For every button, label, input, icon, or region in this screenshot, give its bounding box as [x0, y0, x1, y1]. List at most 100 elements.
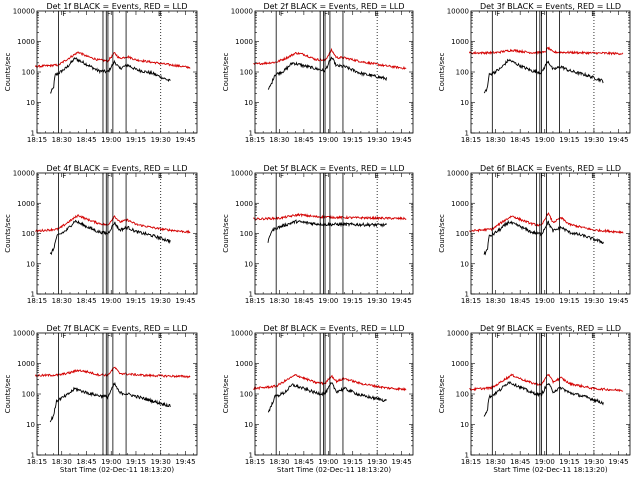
y-axis-label: Counts/sec — [438, 53, 446, 92]
panel-title: Det 4f BLACK = Events, RED = LLD — [46, 164, 187, 173]
x-tick-label: 19:30 — [367, 136, 387, 144]
marker-letter: E — [158, 10, 162, 18]
x-tick-label: 19:00 — [535, 458, 555, 466]
events-series-line — [483, 58, 604, 94]
plot-frame — [254, 10, 414, 134]
x-tick-label: 18:15 — [27, 136, 47, 144]
x-axis-label: Start Time (02-Dec-11 18:13:20) — [493, 466, 607, 474]
panel-title: Det 1f BLACK = Events, RED = LLD — [46, 2, 187, 11]
x-tick-label: 19:30 — [584, 297, 604, 305]
x-tick-label: 19:00 — [318, 136, 338, 144]
marker-letter: E — [375, 10, 379, 18]
x-tick-label: 18:15 — [461, 458, 481, 466]
y-tick-label: 10 — [244, 421, 253, 429]
x-tick-label: 18:30 — [52, 458, 72, 466]
y-tick-label: 1000 — [17, 200, 35, 208]
y-tick-label: 10 — [26, 99, 35, 107]
x-tick-label: 19:30 — [151, 297, 171, 305]
x-tick-label: 19:45 — [608, 297, 628, 305]
events-series-line — [267, 382, 387, 413]
x-tick-label: 19:45 — [392, 458, 412, 466]
y-axis-label: Counts/sec — [222, 375, 230, 414]
marker-letter: F — [540, 10, 544, 18]
x-tick-label: 18:45 — [76, 136, 96, 144]
y-tick-label: 1 — [249, 130, 253, 138]
panel-title: Det 6f BLACK = Events, RED = LLD — [480, 164, 621, 173]
marker-letter: F — [496, 172, 500, 180]
marker-letter: E — [158, 332, 162, 340]
x-tick-label: 19:00 — [101, 136, 121, 144]
x-tick-label: 18:15 — [461, 136, 481, 144]
panel-title: Det 5f BLACK = Events, RED = LLD — [263, 164, 404, 173]
x-tick-label: 19:00 — [535, 297, 555, 305]
x-tick-label: 19:45 — [175, 297, 195, 305]
y-tick-label: 10 — [460, 421, 469, 429]
x-tick-label: 18:45 — [294, 136, 314, 144]
y-tick-label: 1 — [31, 130, 35, 138]
y-tick-label: 1000 — [17, 360, 35, 368]
x-tick-label: 18:45 — [76, 458, 96, 466]
x-tick-label: 18:30 — [269, 136, 289, 144]
events-series-line — [49, 381, 171, 423]
y-axis-label: Counts/sec — [4, 53, 12, 92]
events-series-line — [483, 219, 604, 256]
x-tick-label: 18:30 — [269, 458, 289, 466]
panel-title: Det 7f BLACK = Events, RED = LLD — [46, 324, 187, 333]
y-tick-label: 10 — [244, 99, 253, 107]
x-tick-label: 19:30 — [584, 136, 604, 144]
y-tick-label: 100 — [456, 230, 469, 238]
x-tick-label: 18:15 — [245, 297, 265, 305]
x-tick-label: 19:15 — [126, 297, 146, 305]
x-tick-label: 19:15 — [559, 136, 579, 144]
x-tick-label: 18:30 — [485, 458, 505, 466]
y-tick-label: 1 — [31, 452, 35, 460]
plot-frame — [36, 10, 198, 134]
x-tick-label: 18:30 — [485, 136, 505, 144]
y-tick-label: 1000 — [17, 38, 35, 46]
plot-frame — [254, 172, 414, 295]
marker-letter: E — [158, 172, 162, 180]
x-tick-label: 19:15 — [343, 136, 363, 144]
x-tick-label: 18:45 — [510, 136, 530, 144]
y-tick-label: 1000 — [235, 360, 253, 368]
events-series-line — [267, 56, 388, 90]
y-tick-label: 10 — [460, 99, 469, 107]
x-tick-label: 19:00 — [101, 458, 121, 466]
panel-title: Det 3f BLACK = Events, RED = LLD — [480, 2, 621, 11]
y-tick-label: 10000 — [13, 170, 35, 178]
x-tick-label: 19:15 — [343, 458, 363, 466]
x-tick-label: 19:30 — [151, 136, 171, 144]
marker-letter: F — [107, 10, 111, 18]
y-tick-label: 100 — [240, 230, 253, 238]
y-tick-label: 100 — [240, 69, 253, 77]
marker-letter: F — [324, 332, 328, 340]
y-tick-label: 10000 — [231, 8, 253, 16]
y-tick-label: 10000 — [13, 8, 35, 16]
events-series-line — [483, 381, 604, 417]
plot-frame — [36, 332, 198, 456]
x-tick-label: 19:30 — [367, 458, 387, 466]
x-tick-label: 19:15 — [126, 458, 146, 466]
marker-letter: F — [280, 10, 284, 18]
panel-title: Det 8f BLACK = Events, RED = LLD — [263, 324, 404, 333]
y-tick-label: 10 — [26, 421, 35, 429]
x-tick-label: 19:00 — [318, 297, 338, 305]
plot-frame — [254, 332, 414, 456]
y-tick-label: 10000 — [231, 170, 253, 178]
x-tick-label: 19:00 — [535, 136, 555, 144]
x-tick-label: 19:30 — [584, 458, 604, 466]
x-tick-label: 19:15 — [559, 297, 579, 305]
x-tick-label: 19:15 — [126, 136, 146, 144]
events-series-line — [50, 57, 171, 94]
y-tick-label: 1 — [465, 452, 469, 460]
marker-letter: F — [280, 332, 284, 340]
y-tick-label: 100 — [456, 69, 469, 77]
y-tick-label: 1 — [465, 130, 469, 138]
marker-letter: F — [107, 332, 111, 340]
y-tick-label: 1000 — [235, 200, 253, 208]
